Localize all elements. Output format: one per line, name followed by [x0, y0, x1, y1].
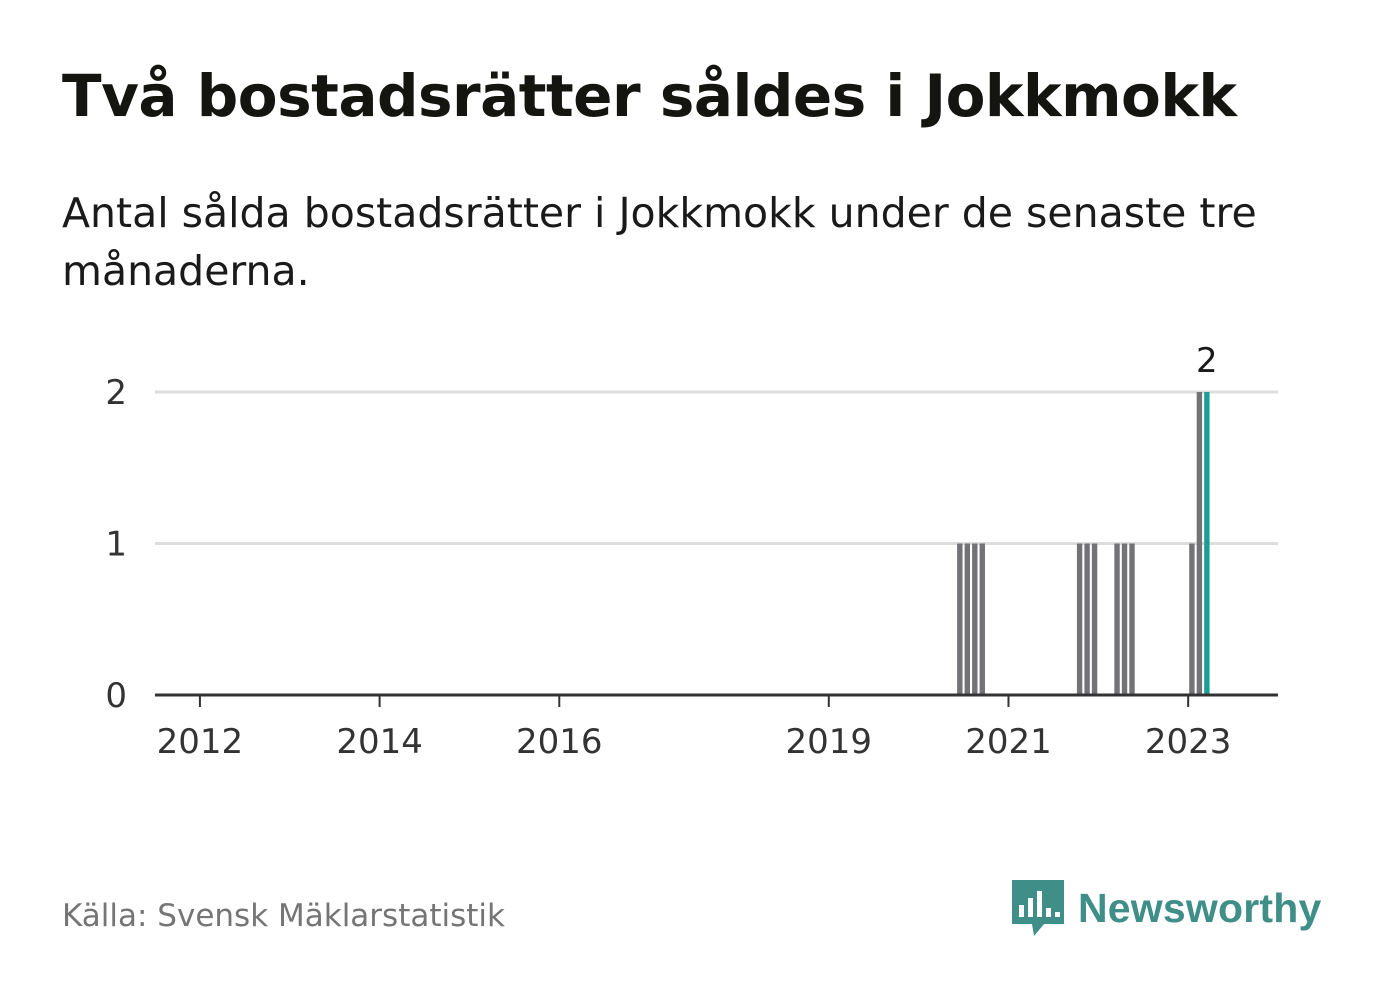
source-note: Källa: Svensk Mäklarstatistik [62, 898, 505, 934]
bar [957, 543, 963, 695]
bar [979, 543, 985, 695]
x-tick-label: 2014 [336, 722, 423, 762]
bar-chart-speech-bubble-icon [1012, 880, 1064, 936]
brand-logo: Newsworthy [1010, 878, 1322, 938]
bar [1121, 543, 1128, 695]
y-tick-label: 0 [105, 676, 127, 716]
bar [1076, 543, 1083, 695]
bar [1189, 543, 1195, 695]
brand-name: Newsworthy [1078, 884, 1322, 931]
bar [1084, 543, 1090, 695]
axes: 0 1 2 2012 2014 2016 2019 2021 2023 [105, 373, 1278, 762]
bar [1091, 543, 1098, 695]
bar [1129, 543, 1135, 695]
x-tick-label: 2021 [965, 722, 1052, 762]
bar-highlight [1204, 392, 1210, 695]
bar-value-label: 2 [1196, 341, 1218, 381]
y-tick-label: 1 [105, 525, 127, 565]
bar [1196, 392, 1203, 695]
x-tick-label: 2016 [516, 722, 603, 762]
gridlines [155, 390, 1278, 545]
x-tick-label: 2012 [157, 722, 244, 762]
x-tick-label: 2023 [1145, 722, 1232, 762]
bar [1114, 543, 1120, 695]
x-tick-label: 2019 [786, 722, 873, 762]
bar [964, 543, 970, 695]
y-tick-label: 2 [105, 373, 127, 413]
bar [972, 543, 978, 695]
chart-title: Två bostadsrätter såldes i Jokkmokk [62, 62, 1237, 130]
data-labels: 2 [1196, 341, 1218, 381]
bars [957, 392, 1210, 695]
chart-subtitle: Antal sålda bostadsrätter i Jokkmokk und… [62, 189, 1257, 295]
